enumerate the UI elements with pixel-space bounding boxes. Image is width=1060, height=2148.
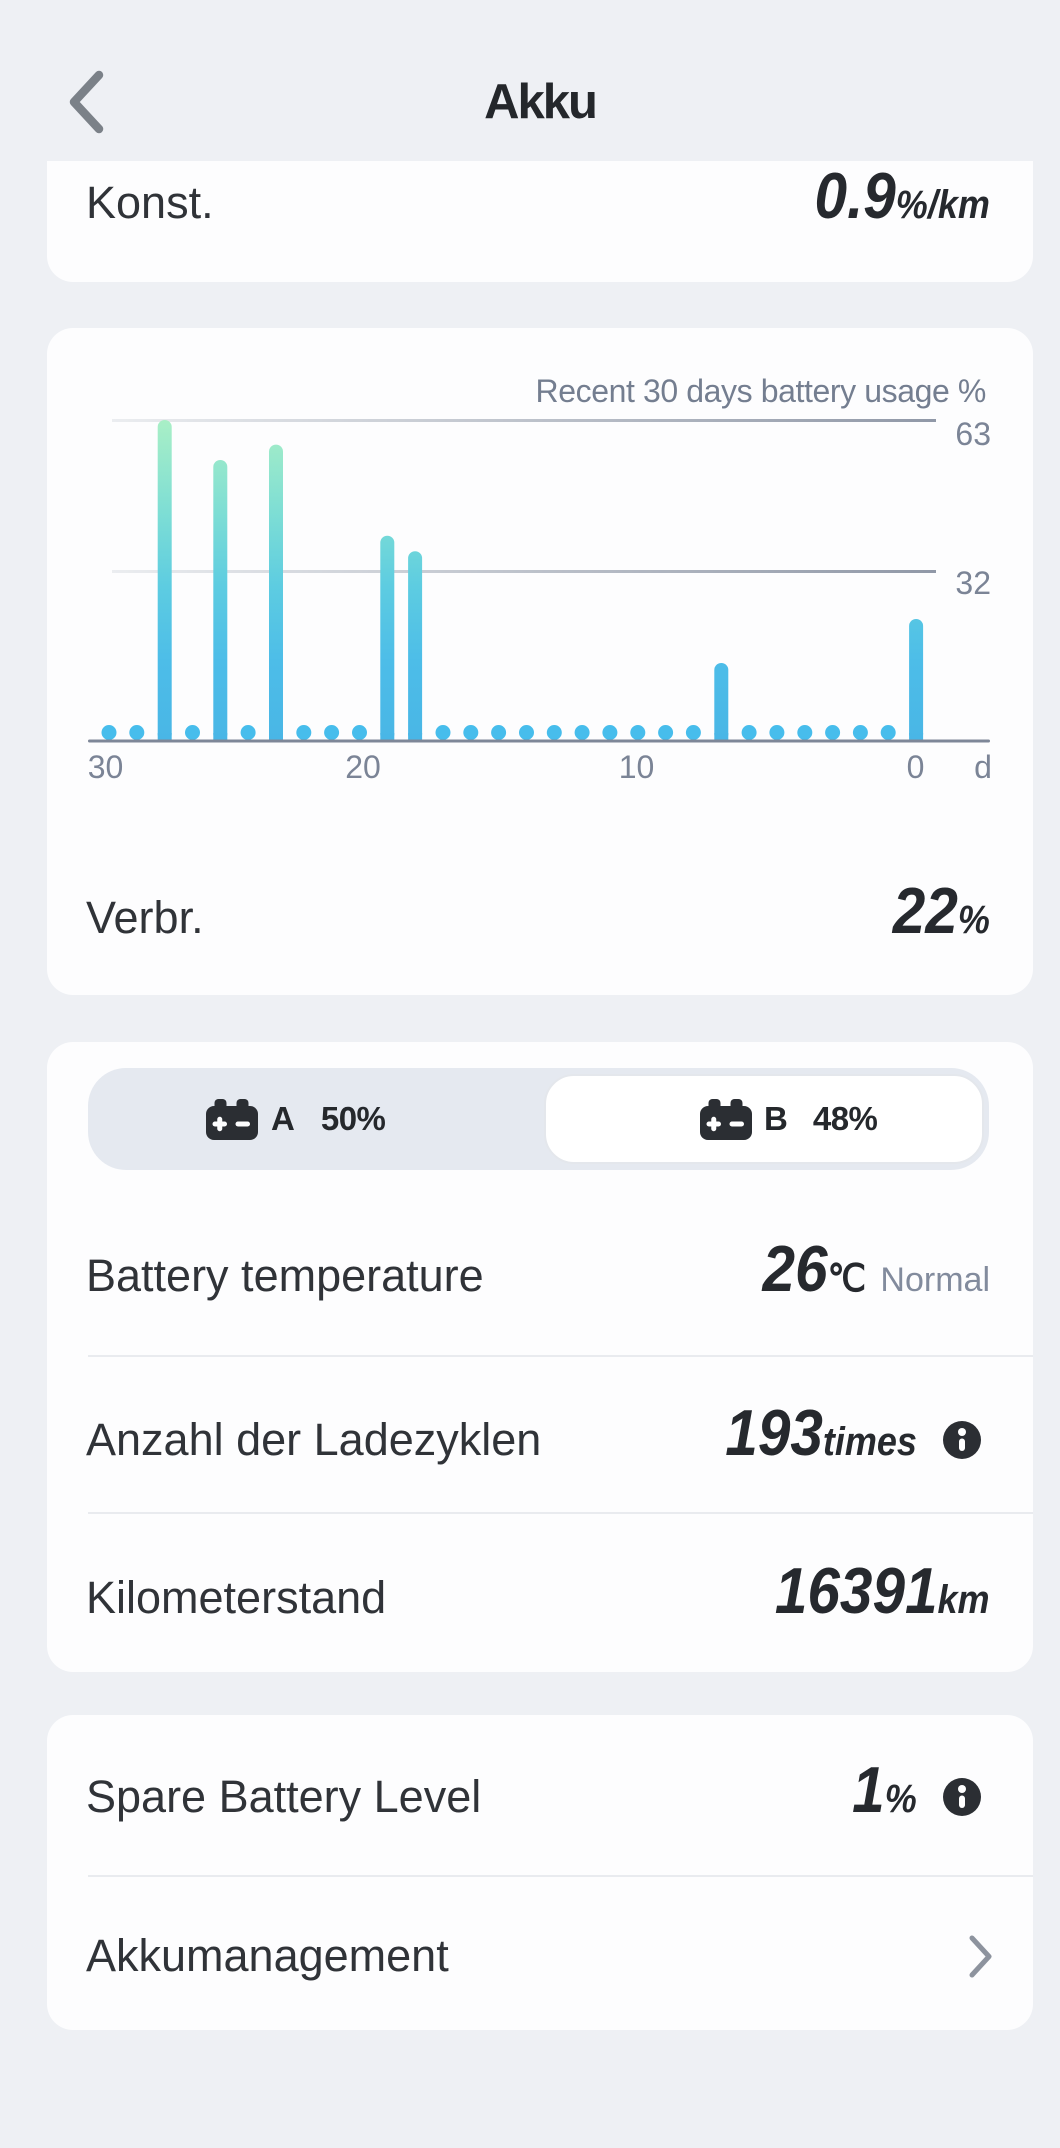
- svg-text:63: 63: [955, 416, 991, 452]
- svg-text:10: 10: [619, 749, 655, 785]
- svg-text:0: 0: [907, 749, 925, 785]
- svg-text:32: 32: [955, 565, 991, 601]
- svg-text:Recent 30 days battery usage %: Recent 30 days battery usage %: [535, 373, 986, 409]
- svg-text:d: d: [974, 749, 992, 785]
- svg-text:30: 30: [88, 749, 124, 785]
- svg-text:20: 20: [345, 749, 381, 785]
